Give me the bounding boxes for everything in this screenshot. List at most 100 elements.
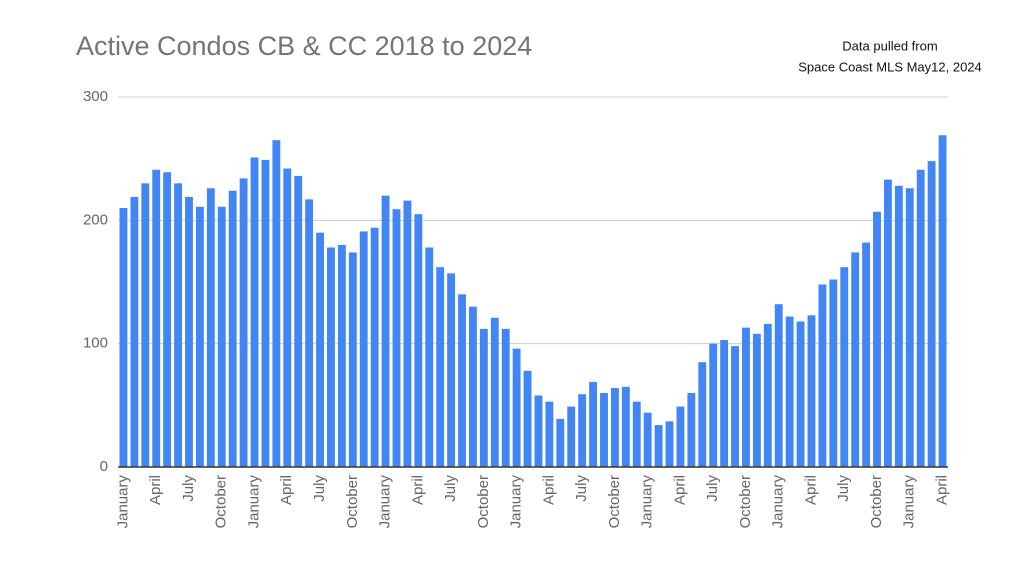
bar <box>359 231 368 467</box>
bar <box>141 183 150 468</box>
bar <box>294 175 303 467</box>
bar <box>600 393 608 467</box>
x-tick-label: July <box>442 475 459 502</box>
bar <box>523 370 532 467</box>
x-tick-label: July <box>704 475 721 502</box>
bar <box>370 227 379 467</box>
bar <box>829 279 838 467</box>
bar <box>752 333 761 467</box>
bar <box>873 211 881 467</box>
x-tick-label: July <box>573 475 590 502</box>
bar <box>731 346 739 467</box>
bar <box>261 159 270 467</box>
bar <box>403 200 412 467</box>
bar <box>698 362 707 467</box>
bar <box>469 306 477 467</box>
x-tick-label: January <box>114 475 131 529</box>
bar <box>305 199 314 467</box>
x-tick-label: July <box>311 475 328 502</box>
bar <box>720 339 729 467</box>
bar <box>337 245 346 467</box>
x-tick-label: January <box>770 475 787 529</box>
bar <box>763 323 772 467</box>
bar <box>632 401 641 467</box>
bar <box>163 172 172 467</box>
bar <box>425 247 434 467</box>
bar <box>239 178 248 467</box>
bar <box>818 284 827 467</box>
bar <box>283 168 292 468</box>
bar <box>785 316 794 467</box>
x-tick-label: January <box>377 475 394 529</box>
bar <box>501 328 510 467</box>
bar <box>621 386 630 467</box>
bar <box>185 196 193 467</box>
x-tick-label: October <box>737 475 754 528</box>
bar <box>894 185 903 468</box>
y-tick-label: 0 <box>100 458 108 475</box>
bar <box>414 214 423 467</box>
bar <box>348 252 357 467</box>
chart-title: Active Condos CB & CC 2018 to 2024 <box>76 31 532 61</box>
bar <box>479 328 488 467</box>
x-tick-label: January <box>901 475 918 529</box>
x-tick-label: January <box>245 475 262 529</box>
bar <box>840 267 849 467</box>
x-tick-label: October <box>213 475 230 528</box>
x-tick-label: April <box>409 475 426 505</box>
bar <box>534 395 543 467</box>
x-tick-label: January <box>508 475 525 529</box>
x-tick-label: April <box>540 475 557 505</box>
x-tick-label: April <box>802 475 819 505</box>
bar <box>206 188 215 467</box>
bar <box>436 267 445 467</box>
bar <box>392 209 401 467</box>
bar <box>905 188 914 467</box>
bar <box>578 394 587 467</box>
bar <box>195 206 204 467</box>
bar <box>807 315 816 467</box>
x-tick-label: July <box>835 475 852 502</box>
bar <box>687 393 696 467</box>
bar <box>316 232 324 467</box>
bar <box>567 406 576 467</box>
annotation: Data pulled from <box>842 38 937 53</box>
bar <box>174 183 182 468</box>
bar <box>916 169 925 467</box>
bar <box>851 252 860 467</box>
y-tick-label: 300 <box>83 88 108 105</box>
bar <box>381 195 390 467</box>
bar <box>228 190 237 467</box>
bar <box>774 304 783 467</box>
bar <box>327 247 335 467</box>
x-tick-label: October <box>868 475 885 528</box>
bar <box>862 242 871 467</box>
bar <box>927 161 936 467</box>
x-tick-label: October <box>475 475 492 528</box>
x-tick-label: April <box>934 475 951 505</box>
bar <box>709 343 718 467</box>
bar <box>742 327 750 467</box>
bar <box>152 169 161 467</box>
bar <box>250 157 259 467</box>
x-tick-label: October <box>344 475 361 528</box>
bar <box>643 412 652 467</box>
bar <box>119 208 128 467</box>
x-tick-label: April <box>278 475 295 505</box>
bar <box>610 388 619 467</box>
bar <box>447 273 456 467</box>
x-tick-label: January <box>639 475 656 529</box>
x-tick-label: April <box>147 475 164 505</box>
annotation: Space Coast MLS May12, 2024 <box>798 59 982 74</box>
bar <box>589 381 597 467</box>
bar <box>512 348 521 467</box>
bar <box>796 321 805 467</box>
bar <box>884 179 892 467</box>
x-tick-label: April <box>671 475 688 505</box>
bar <box>665 421 674 467</box>
bar <box>556 418 565 467</box>
bar <box>490 317 499 467</box>
y-tick-label: 200 <box>83 211 108 228</box>
bar <box>458 294 466 467</box>
